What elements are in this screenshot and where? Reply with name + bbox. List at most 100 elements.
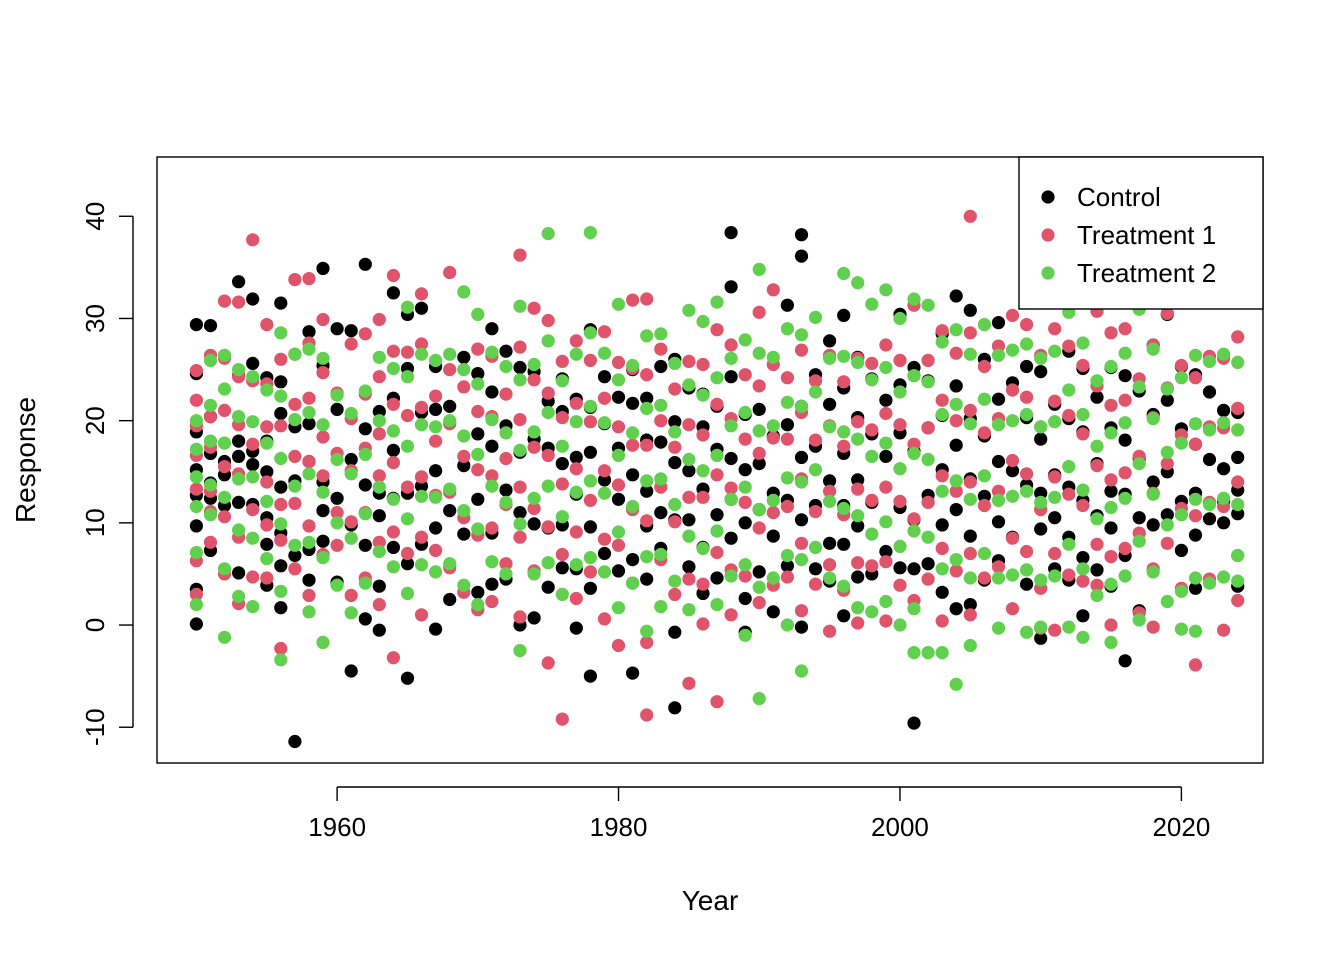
data-point [1160,536,1174,550]
data-point [372,480,386,494]
data-point [907,646,921,660]
data-point [837,375,851,389]
data-point [1005,531,1020,545]
data-point [189,587,203,602]
data-point [963,638,977,653]
data-point [837,349,851,363]
data-point [921,557,935,571]
data-point [246,458,260,472]
data-point [963,492,977,506]
data-point [414,287,429,301]
data-point [977,489,992,503]
data-point [1217,570,1231,584]
data-point [372,404,386,419]
data-point [752,262,766,276]
data-point [1217,623,1231,637]
data-point [611,525,626,539]
data-point [1217,416,1231,430]
data-point [414,400,429,414]
data-point [457,459,471,473]
data-point [330,322,344,336]
data-point [865,493,879,507]
data-point [935,407,949,422]
data-point [1231,401,1245,415]
data-point [485,521,499,535]
data-point [330,452,344,467]
data-point [1048,569,1062,583]
data-point [1231,548,1245,563]
data-point [400,345,415,359]
data-point [1188,437,1203,451]
data-point [246,356,260,370]
data-point [1005,383,1020,397]
data-point [555,457,569,471]
data-point [316,312,330,327]
data-point [429,490,443,504]
data-point [344,452,358,467]
data-point [358,384,372,398]
data-point [1020,544,1034,559]
data-point [217,348,232,362]
data-point [640,550,654,564]
data-point [879,544,893,559]
data-point [654,398,668,412]
data-point [583,669,598,683]
data-point [499,451,513,466]
data-point [696,490,710,504]
data-point [907,602,921,616]
data-point [626,499,640,514]
data-point [710,508,724,522]
data-point [1090,439,1104,453]
data-point [302,342,316,356]
data-point [274,326,288,340]
data-point [203,478,218,492]
data-point [485,594,499,609]
data-point [1034,522,1048,536]
data-point [274,406,288,421]
data-point [443,557,457,571]
data-point [1104,426,1118,440]
data-point [1118,541,1132,556]
data-point [414,530,429,544]
data-point [611,601,626,615]
data-point [527,611,541,625]
data-point [443,482,457,496]
y-tick-label: 30 [80,304,110,333]
data-point [569,621,583,635]
data-point [808,374,823,388]
data-point [1104,500,1118,515]
data-point [316,485,330,499]
data-point [611,297,626,311]
data-point [640,329,654,343]
data-point [429,434,443,448]
data-point [555,561,569,575]
data-point [189,617,203,631]
data-point [597,532,612,546]
data-point [203,398,218,412]
data-point [302,519,316,533]
data-point [724,370,738,384]
y-tick-label: 40 [80,202,110,231]
data-point [1076,427,1090,441]
data-point [991,493,1006,507]
data-point [246,503,260,517]
data-point [372,427,386,441]
data-point [1076,483,1090,497]
data-point [640,635,654,650]
data-point [879,360,893,375]
data-point [1231,423,1245,437]
data-point [1104,398,1118,412]
series-treatment-2 [189,226,1245,706]
data-point [738,368,752,382]
data-point [288,562,302,576]
legend-marker [1041,228,1055,242]
data-point [1034,573,1048,587]
data-point [358,507,372,521]
data-point [907,292,921,306]
data-point [471,447,485,461]
data-point [794,228,809,242]
data-point [541,448,555,462]
data-point [1188,658,1203,672]
data-point [893,561,907,575]
data-point [738,333,752,347]
